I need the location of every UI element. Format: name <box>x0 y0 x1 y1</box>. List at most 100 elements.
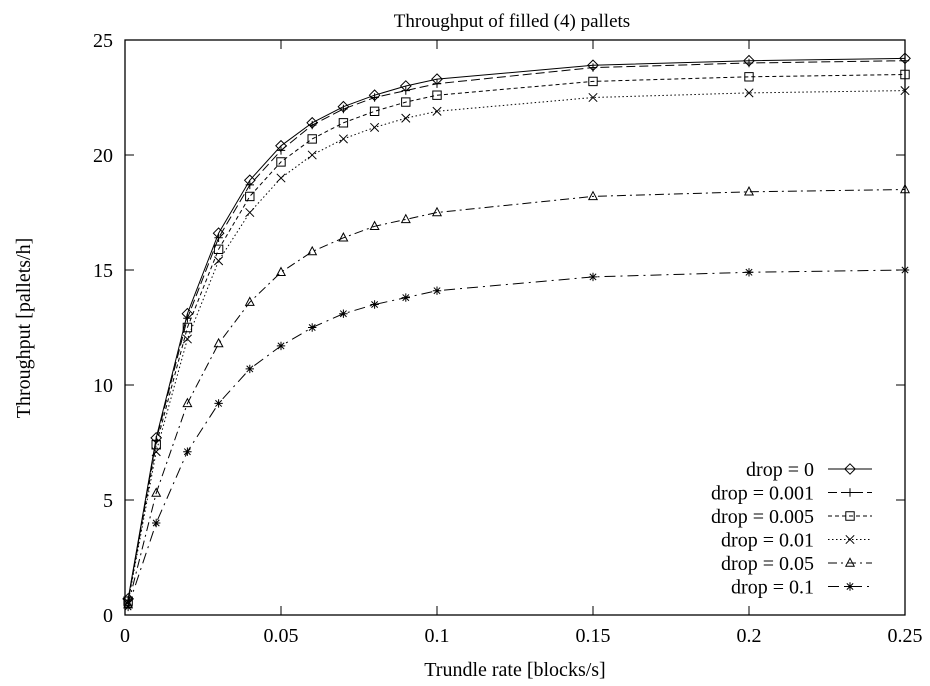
legend-label: drop = 0.1 <box>731 577 814 599</box>
legend-item: drop = 0 <box>746 459 872 481</box>
data-point <box>401 86 410 95</box>
series-4 <box>123 183 911 609</box>
y-tick-label: 5 <box>103 490 113 512</box>
legend-item: drop = 0.005 <box>711 506 872 528</box>
data-point <box>151 447 161 457</box>
data-point <box>307 150 317 160</box>
x-axis: 0 0.05 0.1 0.15 0.2 0.25 <box>120 40 923 647</box>
data-point <box>900 56 910 65</box>
data-point <box>213 244 224 254</box>
data-point <box>183 314 192 323</box>
series-line <box>127 90 906 603</box>
data-point <box>339 104 348 114</box>
y-tick-label: 20 <box>93 145 113 167</box>
data-point <box>744 58 754 68</box>
legend-item: drop = 0.05 <box>721 553 872 575</box>
data-point <box>431 206 443 217</box>
data-point <box>276 173 286 183</box>
data-point <box>899 183 911 194</box>
x-tick-label: 0.2 <box>737 625 762 647</box>
data-point <box>182 334 192 344</box>
legend-label: drop = 0 <box>746 459 814 481</box>
data-point <box>744 72 754 82</box>
data-point <box>370 122 380 132</box>
data-point <box>308 323 317 332</box>
data-point <box>151 440 161 450</box>
y-axis-label: Throughput [pallets/h] <box>13 238 35 419</box>
x-tick-label: 0 <box>120 625 130 647</box>
data-point <box>588 76 598 87</box>
data-point <box>183 447 192 456</box>
data-point <box>900 265 910 275</box>
series-line <box>127 57 906 599</box>
legend-marker <box>845 534 855 545</box>
series-2 <box>123 69 910 606</box>
data-point <box>275 266 287 276</box>
data-point <box>743 186 755 196</box>
y-tick-label: 25 <box>93 30 113 52</box>
x-tick-label: 0.05 <box>264 625 299 647</box>
data-point <box>900 69 910 80</box>
data-point <box>401 113 411 123</box>
series-line <box>127 60 906 601</box>
plot-frame <box>124 39 906 616</box>
series-3 <box>123 86 910 607</box>
legend-marker <box>844 463 856 475</box>
data-point <box>308 120 317 130</box>
data-point <box>338 232 349 242</box>
data-point <box>400 213 411 224</box>
data-point <box>432 106 442 116</box>
data-point <box>182 397 193 408</box>
data-point <box>244 296 255 306</box>
data-point <box>245 180 254 190</box>
data-point <box>152 518 161 528</box>
series-line <box>127 269 906 608</box>
legend-marker <box>844 557 856 567</box>
y-tick-label: 0 <box>103 605 113 627</box>
legend-label: drop = 0.001 <box>711 483 814 505</box>
legend-label: drop = 0.01 <box>721 530 814 552</box>
data-point <box>370 93 379 102</box>
data-point <box>123 602 133 612</box>
data-point <box>432 79 442 88</box>
data-point <box>182 322 193 333</box>
legend-label: drop = 0.005 <box>711 506 814 528</box>
data-point <box>338 134 348 144</box>
y-tick-label: 15 <box>93 260 113 282</box>
data-point <box>744 88 754 98</box>
x-tick-label: 0.1 <box>425 625 450 647</box>
data-point <box>276 157 286 167</box>
legend-item: drop = 0.001 <box>711 483 872 505</box>
data-point <box>245 207 255 218</box>
data-point <box>123 596 133 606</box>
data-point <box>588 63 598 72</box>
y-axis: 0 5 10 15 20 25 <box>93 30 905 627</box>
data-point <box>214 256 224 266</box>
legend-item: drop = 0.01 <box>721 530 872 552</box>
legend-marker <box>845 511 855 521</box>
data-point <box>213 337 224 348</box>
y-tick-label: 10 <box>93 375 113 397</box>
x-axis-label: Trundle rate [blocks/s] <box>424 659 605 681</box>
data-point <box>245 191 255 202</box>
legend-label: drop = 0.05 <box>721 553 814 575</box>
data-point <box>151 487 162 497</box>
data-point <box>369 106 380 116</box>
legend-item: drop = 0.1 <box>731 577 872 599</box>
series-line <box>127 189 906 605</box>
data-point <box>432 90 442 100</box>
x-tick-label: 0.25 <box>888 625 923 647</box>
series-layer <box>122 52 911 612</box>
data-point <box>214 233 223 242</box>
data-point <box>587 190 599 201</box>
data-point <box>214 399 223 408</box>
data-point <box>339 309 348 318</box>
chart-title: Throughput of filled (4) pallets <box>394 11 630 32</box>
data-point <box>744 268 754 277</box>
data-point <box>432 286 442 295</box>
data-point <box>338 118 349 128</box>
data-point <box>276 146 286 155</box>
data-point <box>401 97 411 107</box>
